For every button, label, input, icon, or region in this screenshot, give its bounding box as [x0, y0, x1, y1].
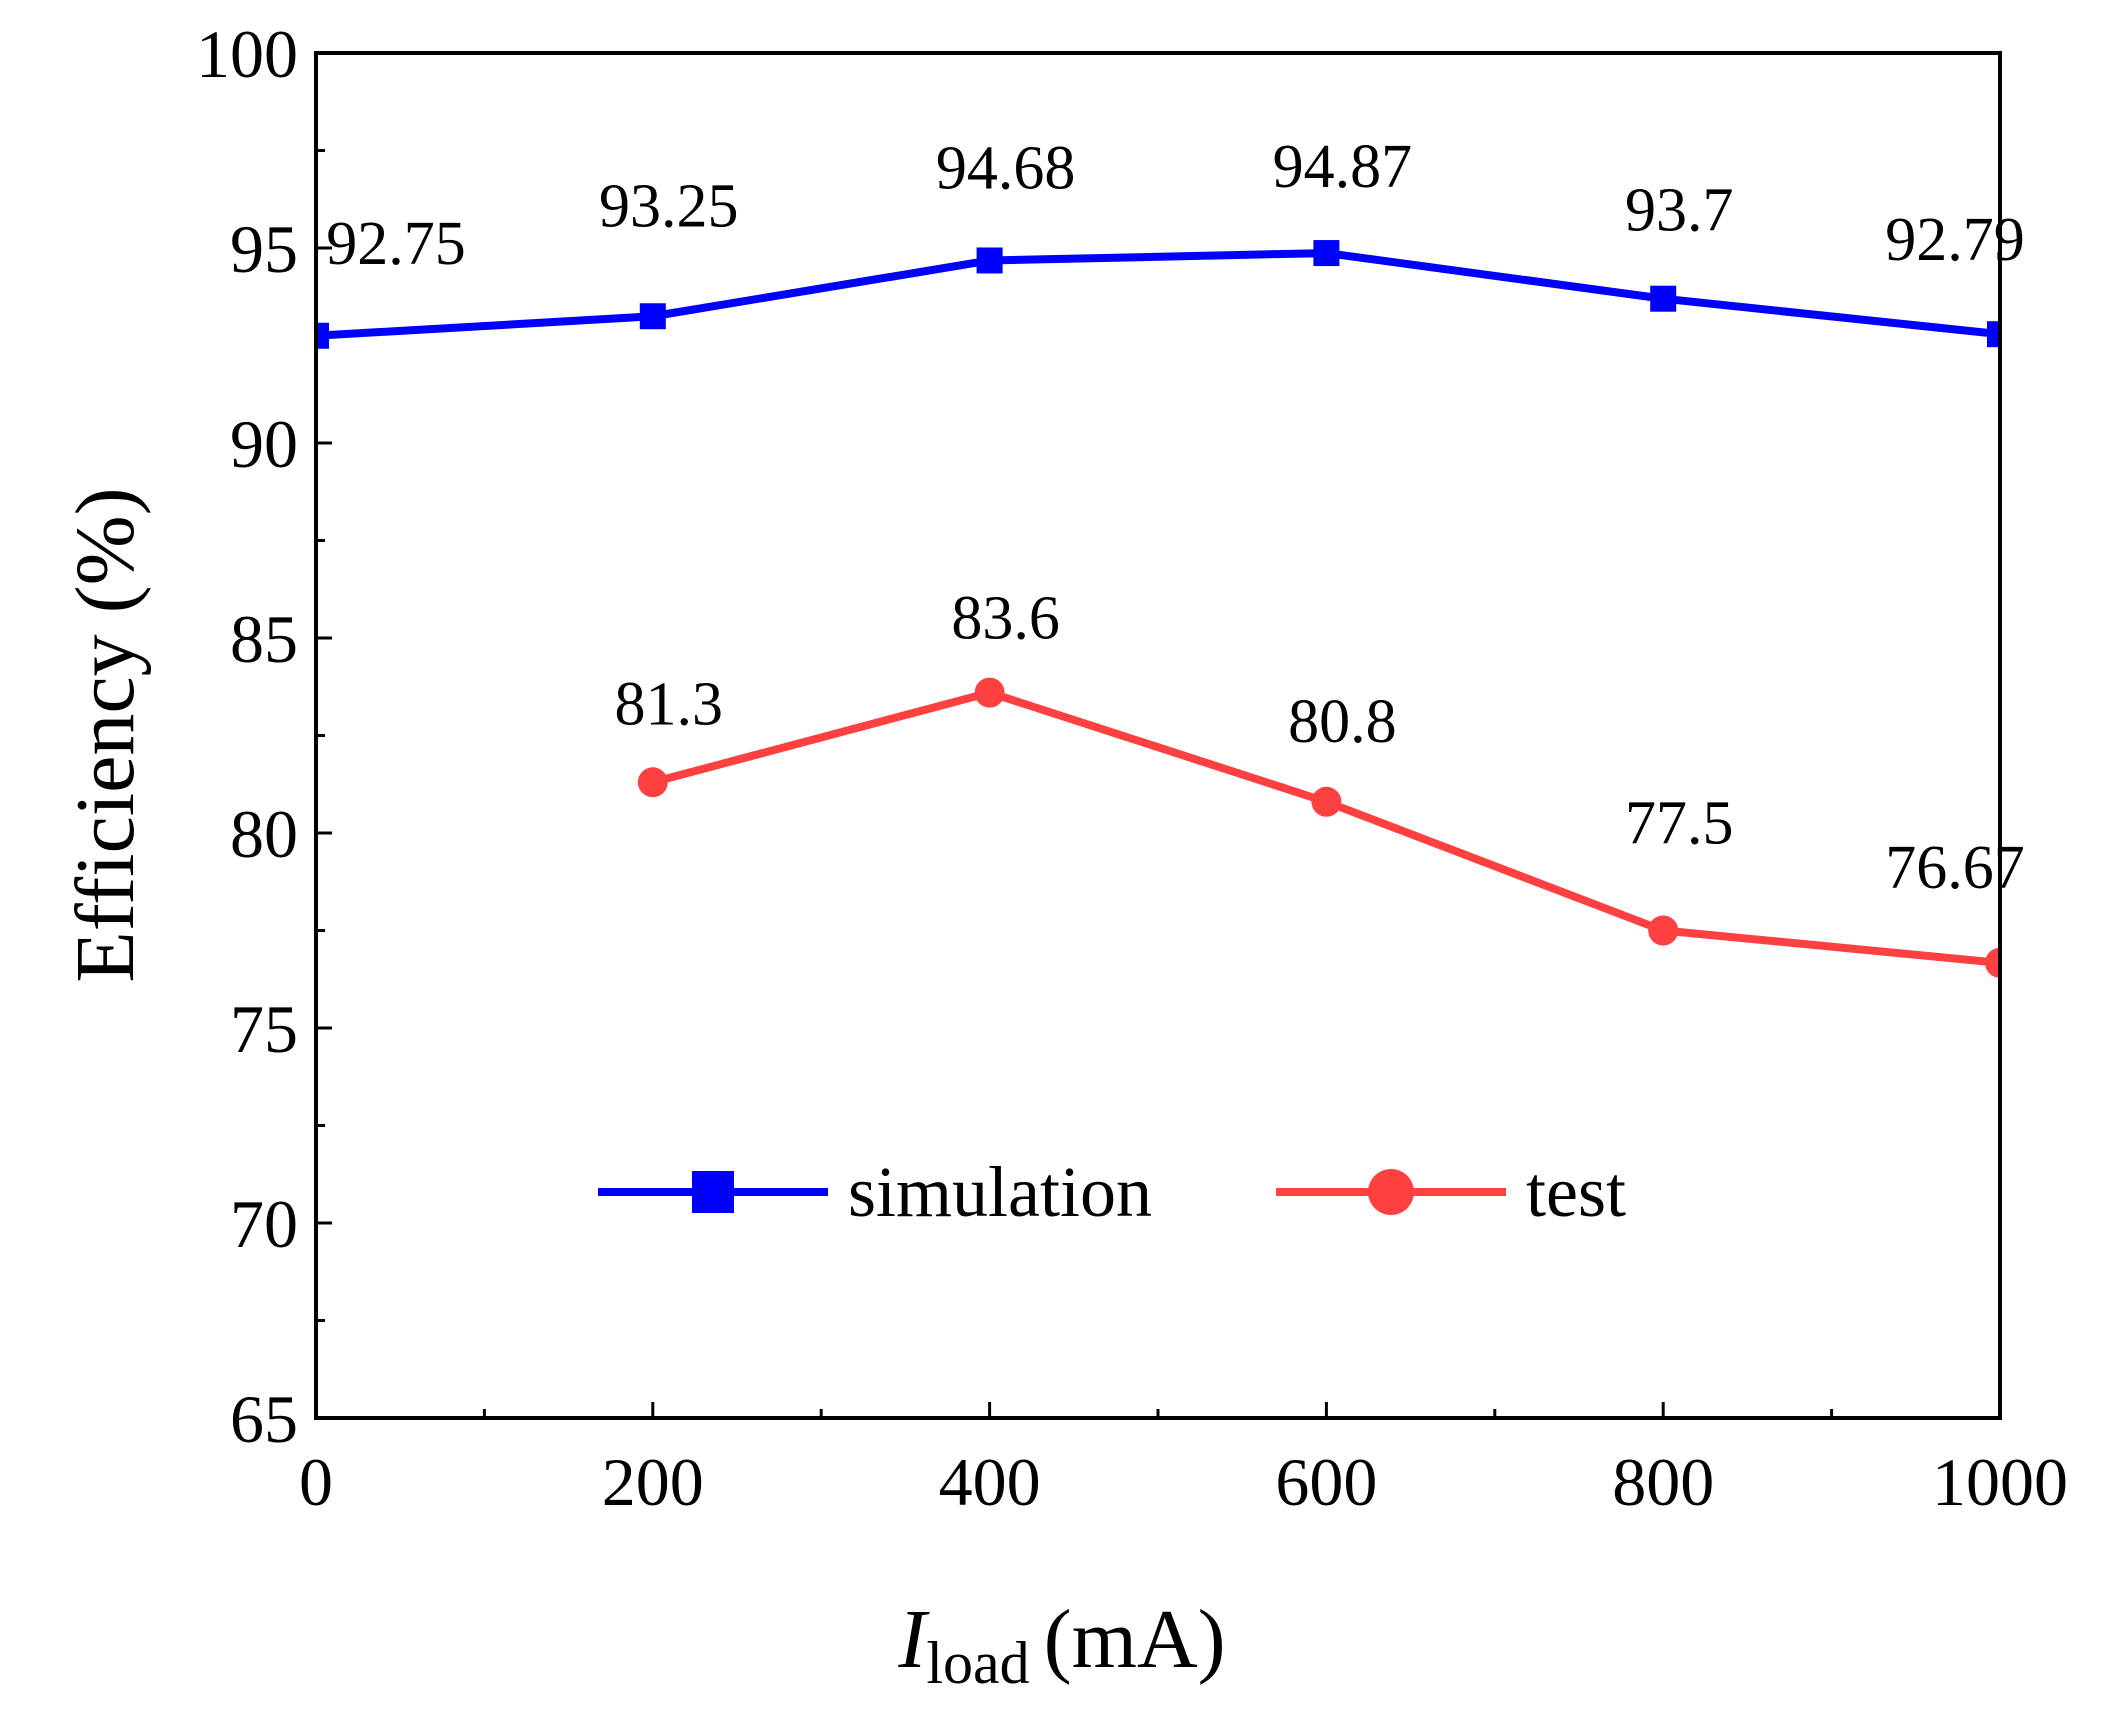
data-label-simulation: 93.7 — [1625, 177, 1734, 245]
legend-item-test: test — [1276, 1152, 1626, 1232]
y-tick-label: 75 — [230, 991, 298, 1067]
data-point-simulation — [976, 247, 1003, 274]
data-label-test: 80.8 — [1288, 688, 1397, 756]
x-axis-label: Iload (mA) — [897, 1593, 1225, 1696]
axes: 0 200 400 600 800 1000 65 70 75 80 85 90 95 100 — [196, 16, 2068, 1520]
data-point-simulation — [1313, 240, 1340, 267]
y-tick-label: 100 — [196, 16, 298, 92]
y-tick-label: 80 — [230, 796, 298, 872]
y-tick-label: 70 — [230, 1186, 298, 1262]
x-tick-label: 1000 — [1932, 1444, 2068, 1520]
data-label-simulation: 94.68 — [936, 134, 1076, 202]
series-test — [637, 677, 2000, 978]
series-line-simulation — [316, 249, 2000, 340]
data-point-test — [1311, 786, 1342, 817]
data-label-simulation: 92.75 — [326, 210, 466, 278]
x-tick-label: 0 — [299, 1444, 333, 1520]
legend: simulation test — [598, 1152, 1626, 1232]
data-point-test — [974, 677, 1005, 708]
y-tick-label: 85 — [230, 601, 298, 677]
x-tick-label: 200 — [602, 1444, 704, 1520]
x-axis-label-unit: (mA) — [1044, 1593, 1226, 1686]
data-label-simulation: 92.79 — [1885, 206, 2025, 274]
legend-marker-test — [1368, 1169, 1414, 1215]
x-axis-label-var: I — [897, 1593, 930, 1686]
plot-frame — [314, 51, 2002, 1420]
data-label-test: 81.3 — [615, 670, 724, 738]
data-label-test: 77.5 — [1625, 790, 1734, 858]
plot-area — [316, 240, 2000, 978]
y-axis-label: Efficiency (%) — [59, 487, 152, 982]
data-point-test — [1648, 915, 1679, 946]
x-axis-label-subscript: load — [926, 1630, 1029, 1696]
y-tick-label: 65 — [230, 1381, 298, 1457]
legend-marker-simulation — [692, 1171, 734, 1213]
legend-item-simulation: simulation — [598, 1152, 1152, 1232]
y-tick-label: 95 — [230, 211, 298, 287]
data-label-simulation: 94.87 — [1273, 133, 1413, 201]
data-point-simulation — [639, 303, 666, 330]
data-label-test: 83.6 — [951, 585, 1060, 653]
x-tick-label: 800 — [1612, 1444, 1714, 1520]
x-tick-label: 400 — [939, 1444, 1041, 1520]
data-point-test — [637, 767, 668, 798]
data-label-simulation: 93.25 — [599, 172, 739, 240]
data-point-test — [1985, 947, 2000, 978]
series-simulation — [316, 240, 2000, 349]
data-point-simulation — [1987, 321, 2000, 348]
data-point-simulation — [1650, 285, 1677, 312]
x-tick-label: 600 — [1275, 1444, 1377, 1520]
legend-label-simulation: simulation — [848, 1152, 1152, 1232]
y-tick-label: 90 — [230, 406, 298, 482]
data-point-simulation — [316, 322, 329, 349]
legend-label-test: test — [1526, 1152, 1626, 1232]
data-labels: 92.75 93.25 94.68 94.87 93.7 92.79 81.3 83.6 80.… — [326, 133, 2025, 902]
data-label-test: 76.67 — [1885, 834, 2025, 902]
